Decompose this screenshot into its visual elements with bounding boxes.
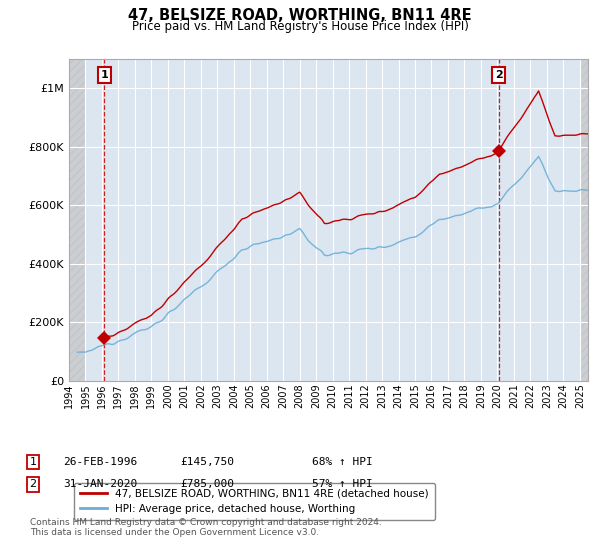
Text: 1: 1 [101,70,108,80]
Text: 2: 2 [495,70,503,80]
Legend: 47, BELSIZE ROAD, WORTHING, BN11 4RE (detached house), HPI: Average price, detac: 47, BELSIZE ROAD, WORTHING, BN11 4RE (de… [74,483,435,520]
Text: 47, BELSIZE ROAD, WORTHING, BN11 4RE: 47, BELSIZE ROAD, WORTHING, BN11 4RE [128,8,472,24]
Text: 31-JAN-2020: 31-JAN-2020 [63,479,137,489]
Text: Contains HM Land Registry data © Crown copyright and database right 2024.
This d: Contains HM Land Registry data © Crown c… [30,518,382,538]
Text: Price paid vs. HM Land Registry's House Price Index (HPI): Price paid vs. HM Land Registry's House … [131,20,469,32]
Text: 2: 2 [29,479,37,489]
Text: £785,000: £785,000 [180,479,234,489]
Text: 1: 1 [29,457,37,467]
Text: 26-FEB-1996: 26-FEB-1996 [63,457,137,467]
Text: £145,750: £145,750 [180,457,234,467]
Text: 68% ↑ HPI: 68% ↑ HPI [312,457,373,467]
Text: 57% ↑ HPI: 57% ↑ HPI [312,479,373,489]
